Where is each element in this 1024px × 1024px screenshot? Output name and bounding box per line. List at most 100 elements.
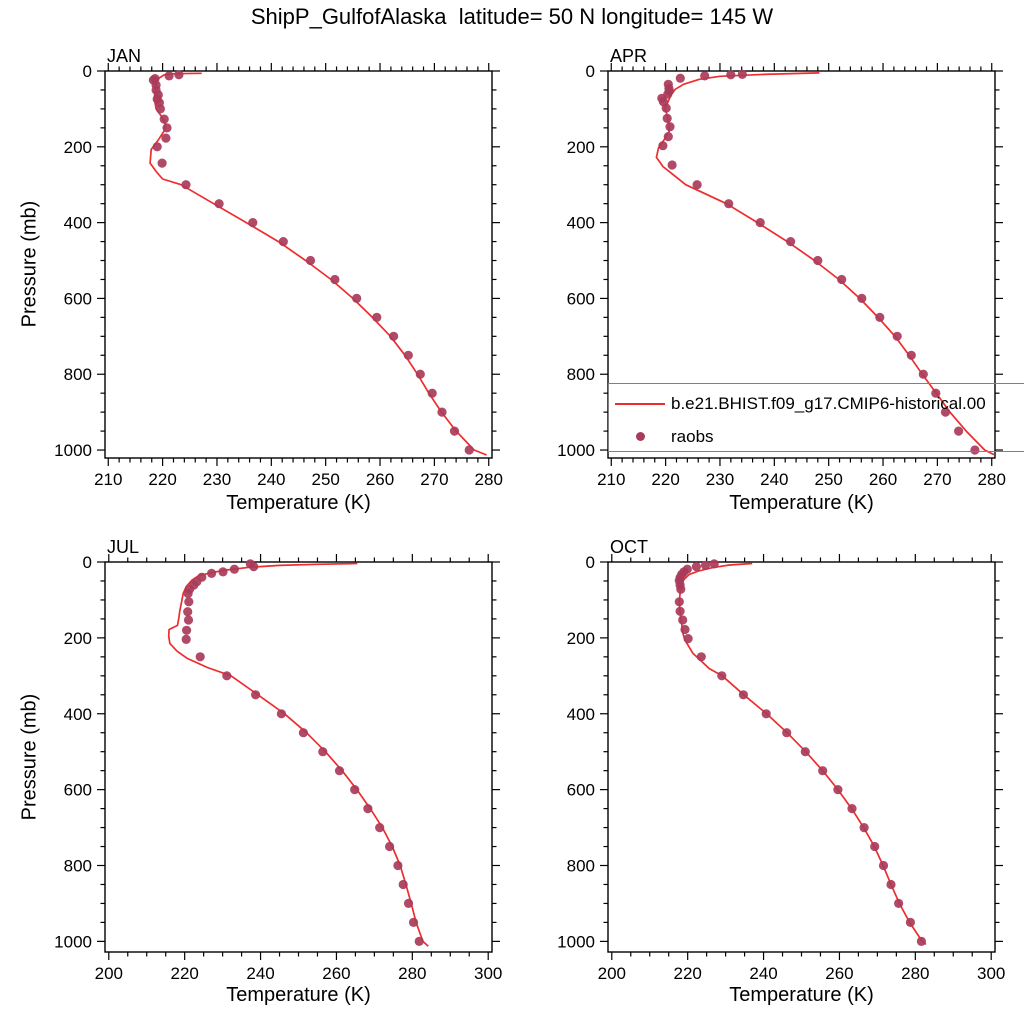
legend-raobs-label: raobs bbox=[671, 427, 714, 446]
raobs-dot bbox=[159, 114, 169, 124]
raobs-dot bbox=[155, 104, 165, 114]
raobs-dot bbox=[375, 823, 385, 833]
raobs-dot bbox=[393, 860, 403, 871]
raobs-dots bbox=[657, 69, 980, 455]
plot-border bbox=[104, 561, 493, 953]
panel-title-oct: OCT bbox=[610, 537, 648, 557]
x-tick-label: 220 bbox=[651, 470, 679, 489]
panel-title-jan: JAN bbox=[107, 46, 142, 66]
y-tick-label: 400 bbox=[567, 705, 595, 724]
x-tick-label: 300 bbox=[977, 964, 1005, 983]
raobs-dots bbox=[674, 559, 926, 946]
panel-jul: 200 220 240 260 280 300 0 200 400 600 800 1000 bbox=[54, 553, 502, 983]
raobs-dot bbox=[892, 331, 902, 341]
raobs-dot bbox=[415, 369, 425, 379]
raobs-dot bbox=[667, 160, 677, 170]
y-tick-label: 0 bbox=[586, 553, 595, 572]
raobs-dot bbox=[207, 568, 217, 578]
raobs-dot bbox=[408, 917, 419, 927]
plot-area-jan: 210 220 230 240 250 260 270 280 0 200 400 600 800 100… bbox=[54, 62, 503, 489]
raobs-dot bbox=[870, 841, 880, 852]
x-tick-label: 220 bbox=[170, 964, 198, 983]
y-tick-label: 1000 bbox=[557, 932, 595, 951]
x-tick-label: 220 bbox=[148, 470, 176, 489]
model-line bbox=[167, 562, 429, 947]
raobs-dot bbox=[427, 388, 437, 398]
raobs-dot bbox=[661, 103, 671, 113]
y-tick-label: 400 bbox=[567, 214, 595, 233]
raobs-dot bbox=[183, 615, 194, 625]
raobs-dot bbox=[724, 199, 734, 209]
raobs-dot bbox=[449, 426, 460, 436]
tick-marks bbox=[600, 554, 1003, 960]
x-tick-label: 220 bbox=[673, 964, 701, 983]
y-tick-label: 200 bbox=[64, 629, 92, 648]
x-axis-label-oct: Temperature (K) bbox=[729, 984, 874, 1006]
raobs-dot bbox=[782, 728, 792, 738]
raobs-dot bbox=[229, 564, 239, 574]
raobs-dot bbox=[905, 917, 915, 927]
raobs-dot bbox=[678, 615, 688, 625]
plot-border bbox=[607, 561, 996, 953]
x-axis-label-apr: Temperature (K) bbox=[729, 492, 874, 514]
raobs-dot bbox=[184, 597, 194, 607]
raobs-dot bbox=[940, 407, 951, 417]
raobs-dot bbox=[181, 180, 191, 190]
raobs-dot bbox=[857, 293, 867, 303]
raobs-dots bbox=[148, 70, 474, 455]
raobs-dots bbox=[181, 559, 424, 946]
plot-border bbox=[607, 70, 996, 459]
raobs-dot bbox=[414, 936, 424, 946]
raobs-dot bbox=[222, 671, 232, 681]
raobs-dot bbox=[755, 218, 765, 228]
raobs-dot bbox=[906, 350, 916, 360]
page-title: ShipP_GulfofAlaska latitude= 50 N longit… bbox=[250, 4, 774, 29]
raobs-dot bbox=[833, 785, 843, 795]
raobs-dot bbox=[305, 255, 316, 266]
raobs-dot bbox=[717, 671, 727, 681]
raobs-dot bbox=[195, 652, 205, 662]
x-tick-label: 230 bbox=[706, 470, 734, 489]
raobs-dot bbox=[403, 898, 414, 908]
raobs-dot bbox=[350, 785, 360, 795]
x-axis-label-jul: Temperature (K) bbox=[226, 984, 371, 1006]
y-tick-label: 600 bbox=[64, 781, 92, 800]
model-line bbox=[149, 72, 487, 456]
raobs-dot bbox=[182, 625, 192, 635]
legend: b.e21.BHIST.f09_g17.CMIP6-historical.00 … bbox=[608, 383, 1024, 452]
legend-model-line-sample bbox=[615, 403, 665, 405]
plot-area-oct: 200 220 240 260 280 300 0 200 400 600 800 1000 bbox=[557, 553, 1005, 983]
raobs-dot bbox=[726, 70, 736, 80]
raobs-dot bbox=[674, 597, 684, 607]
x-tick-label: 260 bbox=[825, 964, 853, 983]
x-tick-label: 240 bbox=[760, 470, 788, 489]
y-tick-label: 400 bbox=[64, 214, 92, 233]
raobs-dot bbox=[837, 274, 847, 285]
raobs-dot bbox=[738, 690, 748, 700]
panel-title-apr: APR bbox=[610, 46, 648, 66]
raobs-dot bbox=[761, 709, 771, 719]
raobs-dot bbox=[894, 898, 904, 908]
raobs-dot bbox=[398, 879, 408, 890]
tick-marks bbox=[600, 63, 1003, 466]
raobs-dot bbox=[691, 562, 701, 572]
raobs-dot bbox=[683, 634, 693, 644]
x-tick-label: 200 bbox=[598, 964, 626, 983]
x-tick-label: 270 bbox=[923, 470, 951, 489]
raobs-dot bbox=[680, 624, 690, 635]
x-tick-label: 230 bbox=[203, 470, 231, 489]
legend-model-label: b.e21.BHIST.f09_g17.CMIP6-historical.00 bbox=[671, 394, 986, 413]
x-tick-label: 210 bbox=[94, 470, 122, 489]
x-tick-label: 260 bbox=[366, 470, 394, 489]
raobs-dot bbox=[251, 690, 261, 700]
x-tick-label: 280 bbox=[978, 470, 1006, 489]
x-tick-label: 280 bbox=[398, 964, 426, 983]
raobs-dot bbox=[700, 71, 710, 81]
tick-marks bbox=[97, 63, 500, 466]
x-tick-label: 250 bbox=[311, 470, 339, 489]
raobs-dot bbox=[181, 634, 191, 644]
y-tick-label: 1000 bbox=[54, 441, 92, 460]
raobs-dot bbox=[248, 218, 258, 228]
raobs-dot bbox=[403, 350, 413, 360]
raobs-dot bbox=[916, 936, 926, 946]
